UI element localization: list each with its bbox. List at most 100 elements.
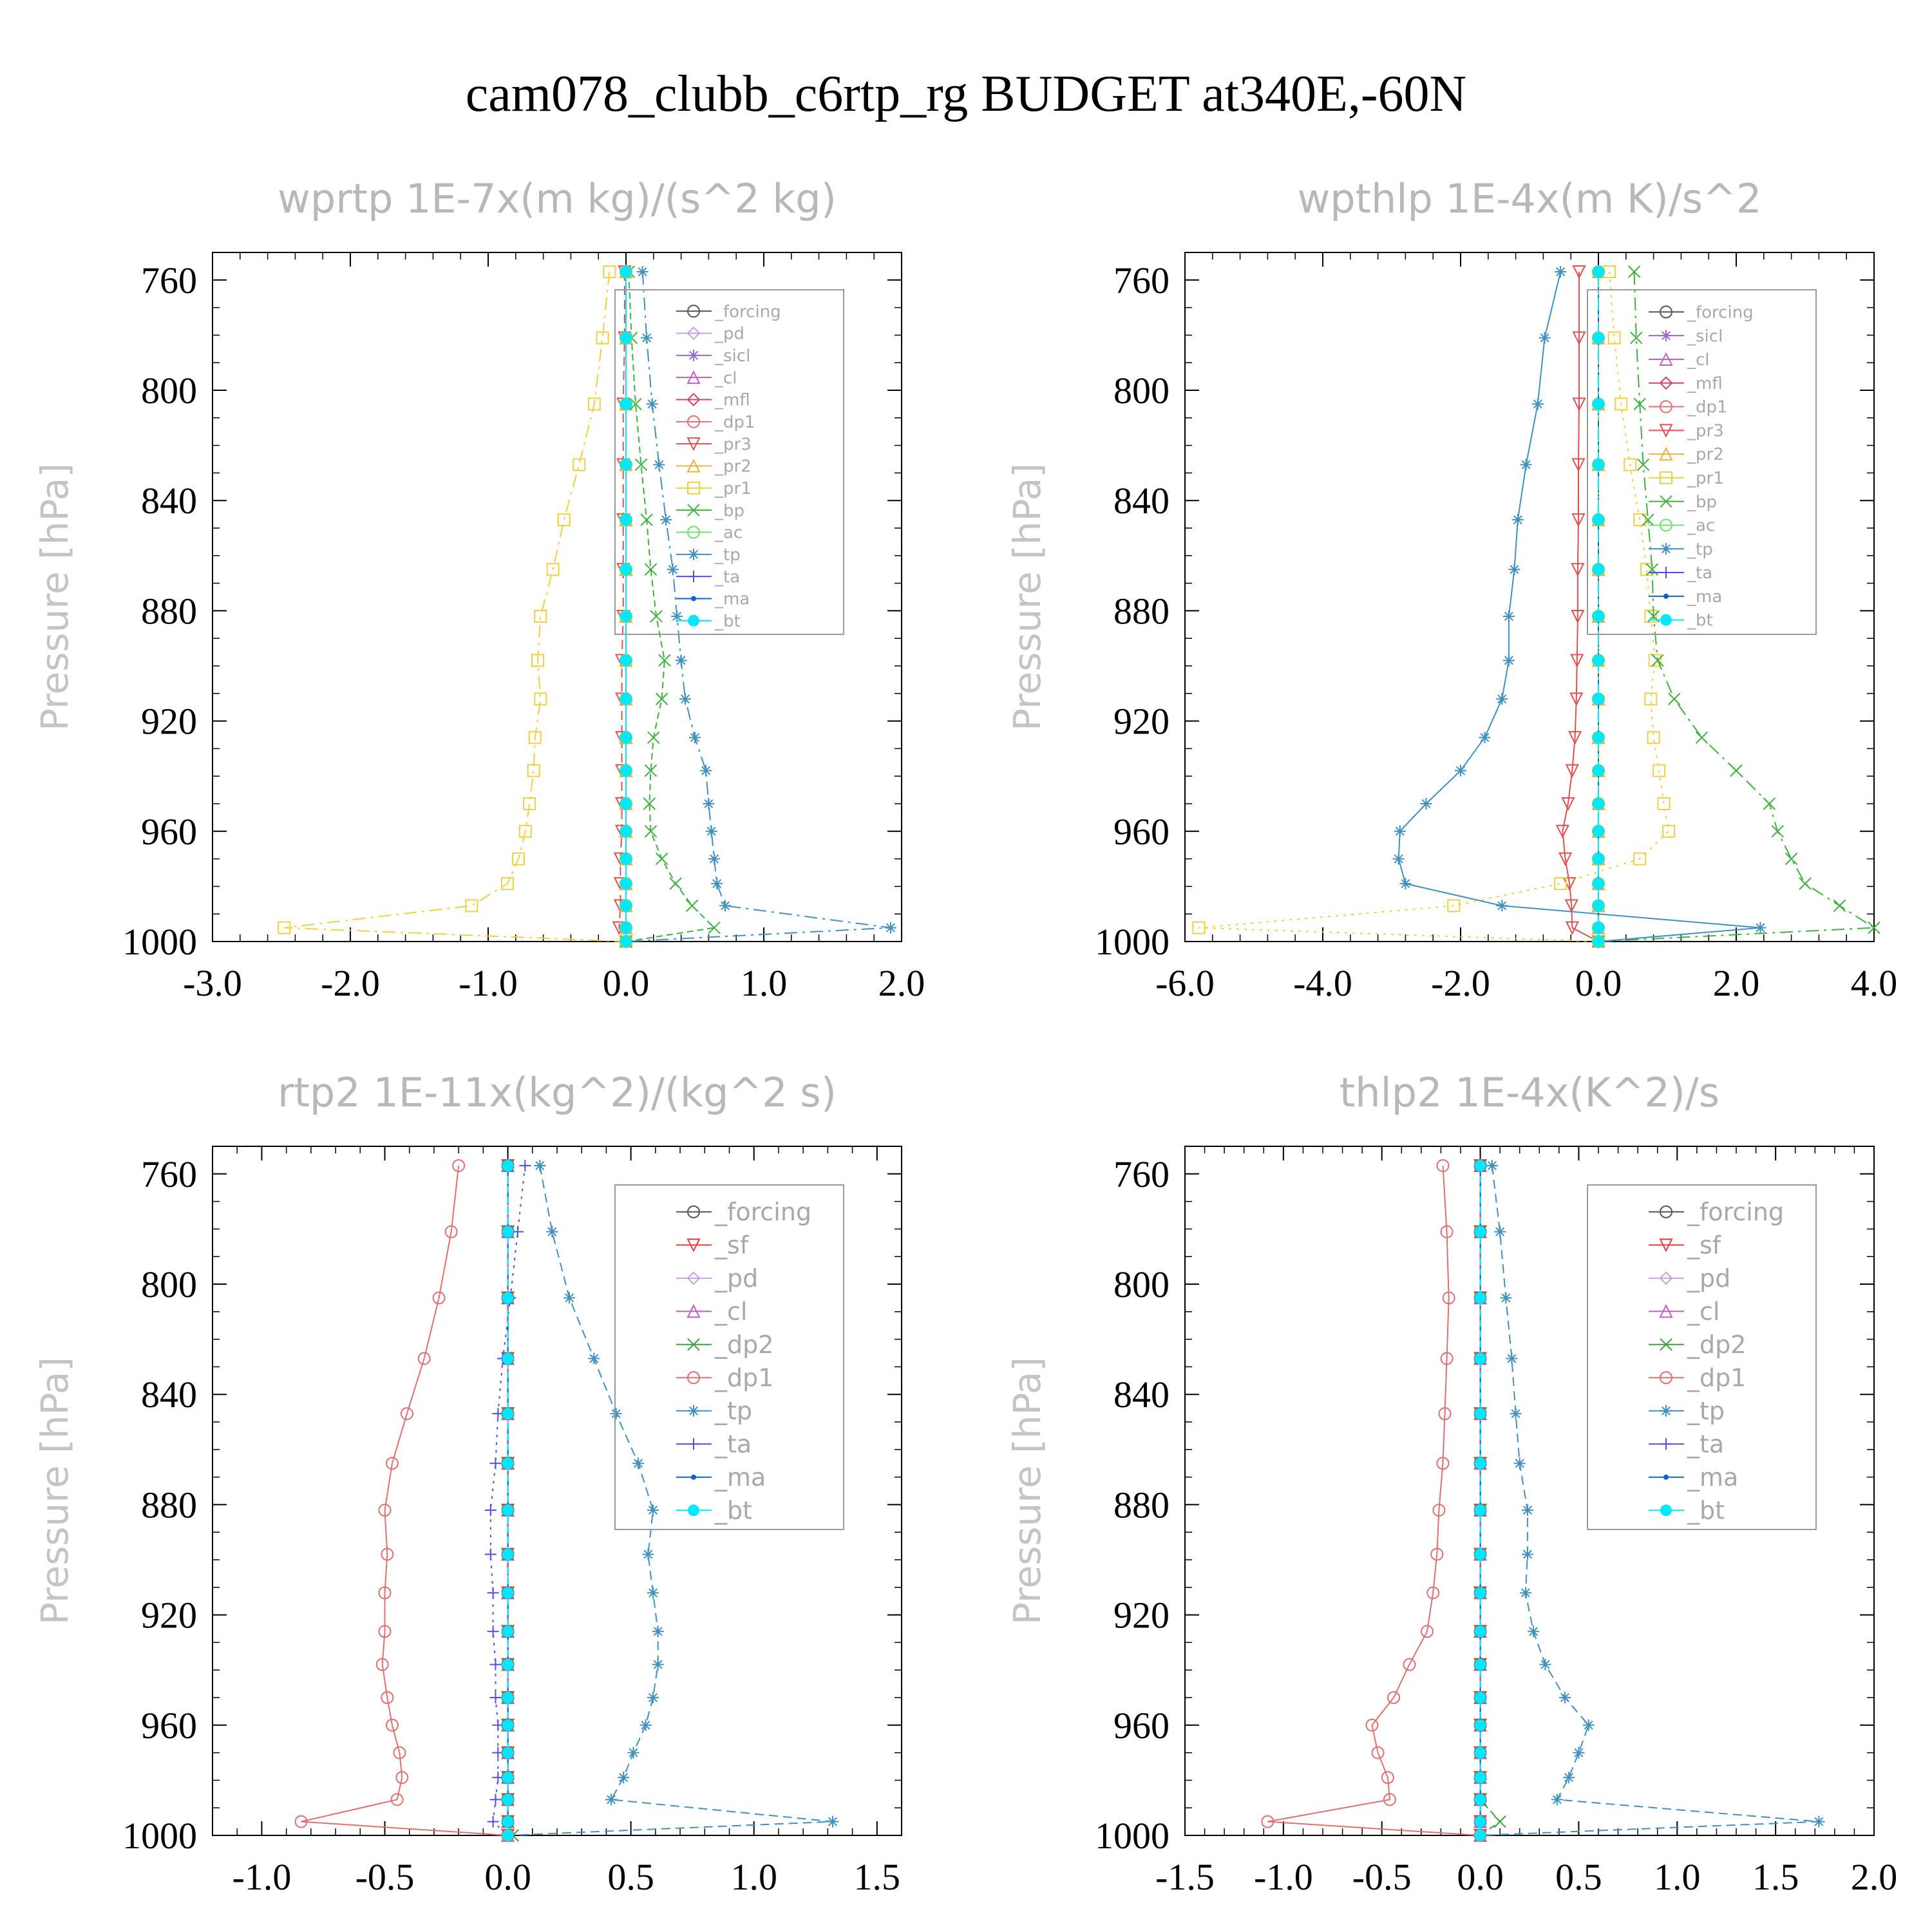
data-point: [528, 731, 542, 744]
data-point: [1645, 563, 1659, 576]
data-point: [390, 1793, 404, 1806]
data-point: [534, 609, 547, 623]
x-tick-label: -4.0: [1293, 962, 1352, 1004]
x-tick-label: 0.0: [1457, 1856, 1504, 1898]
y-tick-label: 920: [141, 1595, 197, 1636]
data-point: [1572, 397, 1586, 412]
legend-marker: [1659, 1304, 1673, 1318]
legend-marker: [687, 437, 701, 451]
data-point: [1593, 936, 1604, 947]
legend-marker: [687, 481, 700, 495]
legend-marker: [1659, 446, 1673, 461]
data-point: [502, 1159, 514, 1171]
data-point: [527, 764, 540, 777]
data-point: [632, 1457, 645, 1470]
data-point: [627, 1747, 639, 1759]
legend-marker: [1659, 424, 1673, 438]
data-point: [546, 1226, 558, 1238]
legend-entry: _tp: [714, 1397, 752, 1425]
legend-marker: [688, 614, 699, 627]
legend-entry: _dp2: [714, 1331, 773, 1359]
legend-marker: [1660, 305, 1672, 319]
data-point: [1511, 514, 1524, 526]
panel-title: thlp2 1E-4x(K^2)/s: [1340, 1069, 1719, 1116]
data-point: [519, 1159, 531, 1171]
x-tick-label: 2.0: [878, 962, 925, 1004]
y-tick-label: 1000: [122, 1815, 197, 1857]
data-point: [587, 397, 601, 411]
data-point: [502, 1692, 514, 1703]
legend-entry: _mfl: [1687, 374, 1723, 393]
data-point: [620, 564, 632, 576]
legend-marker: [1660, 471, 1672, 484]
data-point: [618, 1772, 630, 1784]
data-point: [1551, 1794, 1563, 1806]
plot-frame: [212, 252, 902, 942]
data-point: [417, 1352, 431, 1365]
data-point: [653, 459, 665, 471]
data-point: [1648, 654, 1662, 667]
data-point: [1730, 764, 1743, 777]
data-point: [708, 853, 720, 865]
data-point: [502, 1292, 514, 1304]
data-point: [1615, 397, 1628, 411]
data-point: [603, 265, 616, 278]
data-point: [502, 1504, 514, 1516]
legend-entry: _forcing: [714, 302, 781, 321]
data-point: [1657, 797, 1671, 810]
legend-marker: [688, 571, 699, 583]
legend-entry: _sf: [714, 1231, 750, 1260]
legend-marker: [687, 305, 700, 318]
data-point: [1565, 764, 1579, 778]
data-point: [518, 824, 532, 838]
data-point: [1506, 1352, 1518, 1365]
data-point: [667, 564, 679, 576]
data-point: [1383, 1793, 1396, 1806]
data-point: [1371, 1746, 1385, 1759]
data-point: [378, 1625, 392, 1638]
series-line: [1479, 1166, 1501, 1836]
data-point: [502, 1719, 514, 1731]
data-point: [1474, 1292, 1486, 1304]
y-tick-label: 840: [141, 480, 197, 522]
data-point: [1521, 1548, 1533, 1560]
x-tick-label: -2.0: [321, 962, 380, 1004]
x-tick-label: -6.0: [1155, 962, 1215, 1004]
series-line: [284, 271, 627, 942]
data-point: [487, 1625, 499, 1638]
legend-entry: _sf: [1687, 1231, 1722, 1260]
data-point: [1520, 459, 1532, 471]
data-point: [1633, 397, 1646, 411]
legend-marker: [687, 526, 700, 539]
data-point: [502, 1226, 514, 1238]
legend-entry: _pd: [1687, 1264, 1730, 1293]
data-point: [502, 1457, 514, 1470]
data-point: [385, 1457, 399, 1470]
legend-entry: _ma: [1687, 1463, 1738, 1492]
data-point: [484, 1504, 497, 1516]
series-line: [1562, 272, 1599, 942]
data-point: [703, 798, 715, 810]
data-point: [492, 1719, 504, 1731]
data-point: [1563, 1772, 1575, 1784]
data-point: [489, 1658, 502, 1671]
data-point: [1539, 1658, 1551, 1671]
data-point: [1593, 922, 1604, 934]
series-tp: [502, 1159, 838, 1841]
series-dp1: [1261, 1159, 1487, 1842]
data-point: [655, 852, 668, 866]
y-axis-label: Pressure [hPa]: [33, 1357, 77, 1625]
data-point: [1440, 1225, 1454, 1238]
series-bt: [502, 1159, 514, 1841]
legend-entry: _mfl: [714, 391, 750, 410]
series-line: [507, 1166, 514, 1836]
data-point: [1555, 265, 1567, 278]
data-point: [644, 825, 658, 838]
series-line: [618, 272, 627, 942]
data-point: [1593, 732, 1604, 744]
data-point: [1502, 610, 1515, 622]
data-point: [1261, 1815, 1274, 1828]
legend-marker: [1660, 614, 1672, 626]
data-point: [1593, 564, 1604, 576]
data-point: [636, 265, 649, 278]
